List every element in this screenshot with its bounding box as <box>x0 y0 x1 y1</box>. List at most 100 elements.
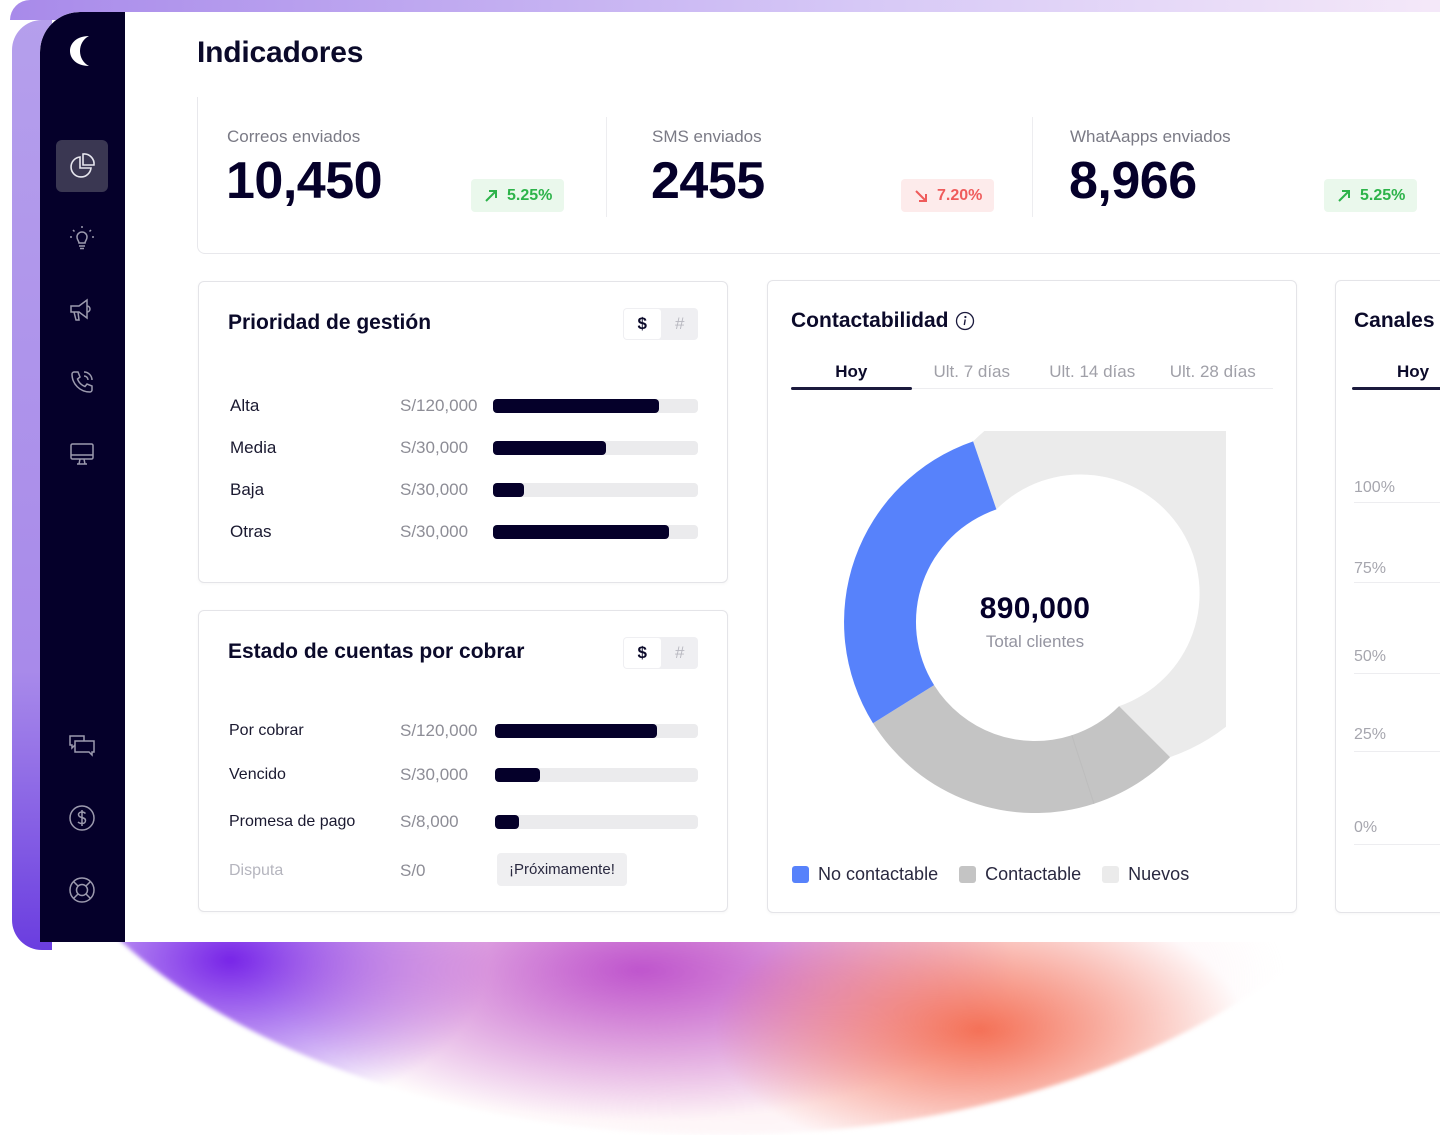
toggle-currency[interactable]: $ <box>624 309 661 339</box>
bar-fill <box>493 483 524 497</box>
sidebar <box>40 12 125 942</box>
sidebar-item-support[interactable] <box>56 864 108 916</box>
trend-value: 7.20% <box>937 186 983 204</box>
megaphone-icon <box>70 298 91 321</box>
toggle-count[interactable]: # <box>675 643 685 662</box>
legend-label: No contactable <box>818 864 939 884</box>
sidebar-item-monitor[interactable] <box>56 428 108 480</box>
y-tick-label: 0% <box>1354 819 1378 836</box>
bar-row: Media S/30,000 <box>199 436 727 460</box>
donut-chart <box>844 431 1226 813</box>
bar-row-disabled: Disputa S/0 ¡Próximamente! <box>199 853 727 886</box>
arrow-down-right-icon <box>915 189 927 202</box>
bar-value: S/30,000 <box>400 480 469 499</box>
stat-value: 8,966 <box>1069 152 1197 210</box>
chart-legend: No contactable Contactable Nuevos <box>792 864 1210 885</box>
page-title: Indicadores <box>197 36 364 69</box>
tab-hoy[interactable]: Hoy <box>1352 359 1440 390</box>
y-tick-label: 50% <box>1354 648 1387 665</box>
tab-28-dias[interactable]: Ult. 28 días <box>1169 362 1256 381</box>
trend-badge-down: 7.20% <box>901 179 995 212</box>
sidebar-item-calls[interactable] <box>56 356 108 408</box>
period-tabs: Hoy Ult. 7 días Ult. 14 días Ult. 28 día… <box>791 359 1273 390</box>
tab-7-dias[interactable]: Ult. 7 días <box>933 362 1011 381</box>
bar-value: S/120,000 <box>400 721 478 740</box>
bar-track <box>495 768 698 782</box>
stat-label: Correos enviados <box>227 127 361 146</box>
toggle-currency[interactable]: $ <box>624 638 661 668</box>
bar-value: S/30,000 <box>400 765 469 784</box>
bar-label: Media <box>230 438 277 457</box>
total-clients-label: Total clientes <box>985 632 1085 651</box>
bar-track <box>493 399 698 413</box>
app-window: Indicadores Correos enviados 10,450 5.25… <box>40 12 1440 942</box>
moon-logo-icon[interactable] <box>67 34 99 68</box>
coming-soon-badge: ¡Próximamente! <box>497 853 627 886</box>
y-tick-label: 25% <box>1354 726 1387 743</box>
legend-item-no-contactable[interactable]: No contactable <box>792 864 938 885</box>
grid-line <box>1354 751 1440 752</box>
card-title: Prioridad de gestión <box>228 311 432 334</box>
donut-segment-contactable[interactable] <box>873 685 1094 813</box>
bar-label: Vencido <box>229 766 286 783</box>
bar-row: Por cobrar S/120,000 <box>199 719 727 743</box>
bar-track <box>493 525 698 539</box>
legend-label: Contactable <box>985 864 1082 884</box>
divider <box>1032 117 1033 217</box>
bar-track <box>493 483 698 497</box>
toggle-count[interactable]: # <box>675 314 685 333</box>
legend-item-contactable[interactable]: Contactable <box>959 864 1081 885</box>
trend-badge-up: 5.25% <box>1324 179 1418 212</box>
grid-line <box>1354 673 1440 674</box>
stat-value: 2455 <box>651 152 765 210</box>
estado-card: Estado de cuentas por cobrar $ # Por cob… <box>198 610 728 912</box>
tab-14-dias[interactable]: Ult. 14 días <box>1049 362 1136 381</box>
legend-swatch <box>792 866 809 883</box>
grid-line <box>1354 844 1440 845</box>
y-tick-label: 100% <box>1354 479 1395 496</box>
trend-badge-up: 5.25% <box>471 179 565 212</box>
bar-row: Vencido S/30,000 <box>199 763 727 787</box>
period-tabs: Hoy <box>1352 359 1440 390</box>
currency-count-toggle: $ # <box>623 637 698 669</box>
donut-segment-no-contactable[interactable] <box>844 441 997 724</box>
grid-line <box>1354 582 1440 583</box>
phone-call-icon <box>71 371 93 393</box>
canales-card: Canales Hoy 100% 75% 50% 25% 0% <box>1335 280 1440 913</box>
info-icon[interactable] <box>955 311 975 331</box>
bar-track <box>495 815 698 829</box>
chat-bubbles-icon <box>69 735 95 757</box>
bar-row: Baja S/30,000 <box>199 478 727 502</box>
prioridad-card: Prioridad de gestión $ # Alta S/120,000 … <box>198 281 728 583</box>
page-header: Indicadores <box>125 12 1440 97</box>
card-title-row: Contactabilidad <box>791 309 975 333</box>
sidebar-item-payments[interactable] <box>56 792 108 844</box>
stat-sms: SMS enviados 2455 7.20% <box>623 97 1033 254</box>
bar-label: Por cobrar <box>229 722 304 739</box>
sidebar-item-indicadores[interactable] <box>56 140 108 192</box>
legend-item-nuevos[interactable]: Nuevos <box>1102 864 1189 885</box>
sidebar-item-ideas[interactable] <box>56 212 108 264</box>
grid-line <box>1354 502 1440 503</box>
contactabilidad-card: Contactabilidad Hoy Ult. 7 días Ult. 14 … <box>767 280 1297 913</box>
card-title: Estado de cuentas por cobrar <box>228 640 525 663</box>
arrow-up-right-icon <box>485 189 497 202</box>
sidebar-item-campaigns[interactable] <box>56 284 108 336</box>
bar-track <box>493 441 698 455</box>
bar-fill <box>495 815 520 829</box>
bar-track <box>495 724 698 738</box>
bar-value: S/0 <box>400 861 426 880</box>
bar-fill <box>493 441 606 455</box>
donut-segment-contactable[interactable] <box>1071 706 1171 804</box>
bar-fill <box>493 399 660 413</box>
monitor-icon <box>70 443 94 465</box>
bar-fill <box>495 724 658 738</box>
sidebar-item-chat[interactable] <box>56 720 108 772</box>
donut-segment-nuevos[interactable] <box>973 431 1226 758</box>
bar-label: Promesa de pago <box>229 813 356 830</box>
bar-value: S/30,000 <box>400 438 469 457</box>
total-clients-value: 890,000 <box>979 592 1091 625</box>
card-title: Contactabilidad <box>791 309 949 332</box>
lifebuoy-icon <box>69 877 95 903</box>
tab-hoy[interactable]: Hoy <box>791 359 912 390</box>
